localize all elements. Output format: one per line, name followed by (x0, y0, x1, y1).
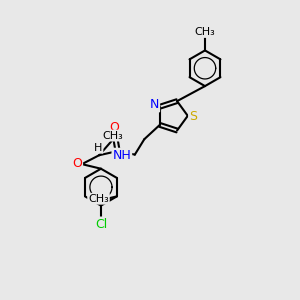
Text: N: N (150, 98, 159, 112)
Text: Cl: Cl (95, 218, 107, 230)
Text: H: H (94, 143, 103, 153)
Text: O: O (110, 122, 119, 134)
Text: S: S (189, 110, 197, 123)
Text: CH₃: CH₃ (103, 130, 124, 141)
Text: CH₃: CH₃ (88, 194, 109, 204)
Text: O: O (72, 157, 82, 170)
Text: NH: NH (112, 149, 131, 162)
Text: CH₃: CH₃ (195, 27, 215, 37)
